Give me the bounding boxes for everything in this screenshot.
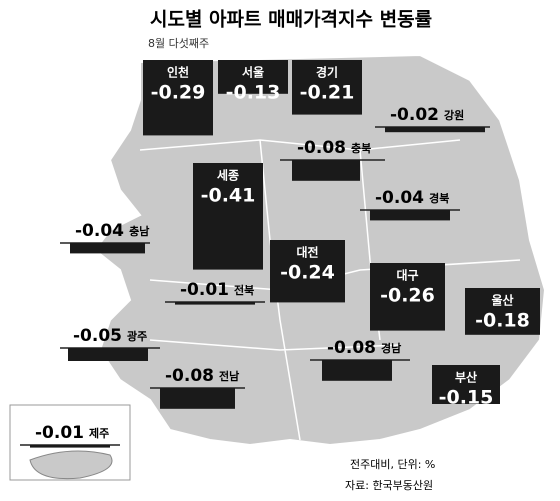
region-value: -0.04 — [375, 188, 424, 208]
region-name: 대전 — [296, 245, 318, 260]
bar — [432, 365, 500, 404]
region-value: -0.01 — [35, 423, 84, 443]
region-name: 대구 — [396, 269, 418, 283]
region-value: -0.01 — [180, 280, 229, 300]
region-name: 전남 — [219, 369, 239, 383]
bar — [143, 60, 213, 136]
region-name: 세종 — [217, 168, 239, 183]
bar — [270, 240, 345, 303]
region-value: -0.02 — [390, 105, 439, 125]
region-value: -0.24 — [280, 262, 335, 284]
region-value: -0.26 — [380, 285, 435, 307]
region-name: 전북 — [234, 283, 254, 297]
region-name: 강원 — [444, 108, 464, 122]
region-value: -0.04 — [75, 221, 124, 241]
bar — [385, 127, 485, 133]
region-value: -0.41 — [201, 185, 256, 207]
region-value: -0.08 — [327, 338, 376, 358]
bar — [370, 263, 445, 331]
bar — [70, 243, 145, 254]
region-name: 서울 — [242, 65, 264, 80]
region-name: 경북 — [429, 191, 449, 205]
bar — [68, 348, 148, 361]
region-value: -0.08 — [297, 138, 346, 158]
bar — [465, 288, 540, 335]
region-value: -0.08 — [165, 366, 214, 386]
region-name: 경기 — [316, 65, 338, 80]
region-value: -0.18 — [475, 310, 530, 332]
region-value: -0.21 — [300, 82, 355, 104]
bar — [175, 302, 255, 305]
bar — [218, 60, 288, 94]
bar — [160, 388, 235, 409]
bar — [30, 445, 110, 448]
region-name: 광주 — [127, 330, 147, 343]
bar — [370, 210, 450, 221]
bar — [292, 60, 362, 115]
jeju-box — [9, 404, 131, 481]
region-value: -0.13 — [226, 82, 281, 104]
region-name: 인천 — [167, 65, 189, 80]
jeju-island — [29, 450, 113, 480]
region-name: 충북 — [351, 141, 371, 155]
bar — [322, 360, 392, 381]
title: 시도별 아파트 매매가격지수 변동률 — [150, 9, 432, 31]
region-name: 제주 — [89, 426, 109, 440]
region-value: -0.05 — [73, 326, 122, 346]
region-value: -0.29 — [151, 82, 206, 104]
bar — [292, 160, 360, 181]
region-name: 울산 — [491, 293, 513, 308]
region-name: 충남 — [129, 224, 149, 238]
note: 전주대비, 단위: % — [350, 458, 435, 471]
bar — [193, 163, 263, 270]
region-name: 부산 — [455, 370, 477, 385]
region-name: 경남 — [381, 341, 401, 355]
region-value: -0.15 — [439, 387, 494, 409]
note: 자료: 한국부동산원 — [345, 479, 433, 492]
subtitle: 8월 다섯째주 — [148, 37, 209, 50]
